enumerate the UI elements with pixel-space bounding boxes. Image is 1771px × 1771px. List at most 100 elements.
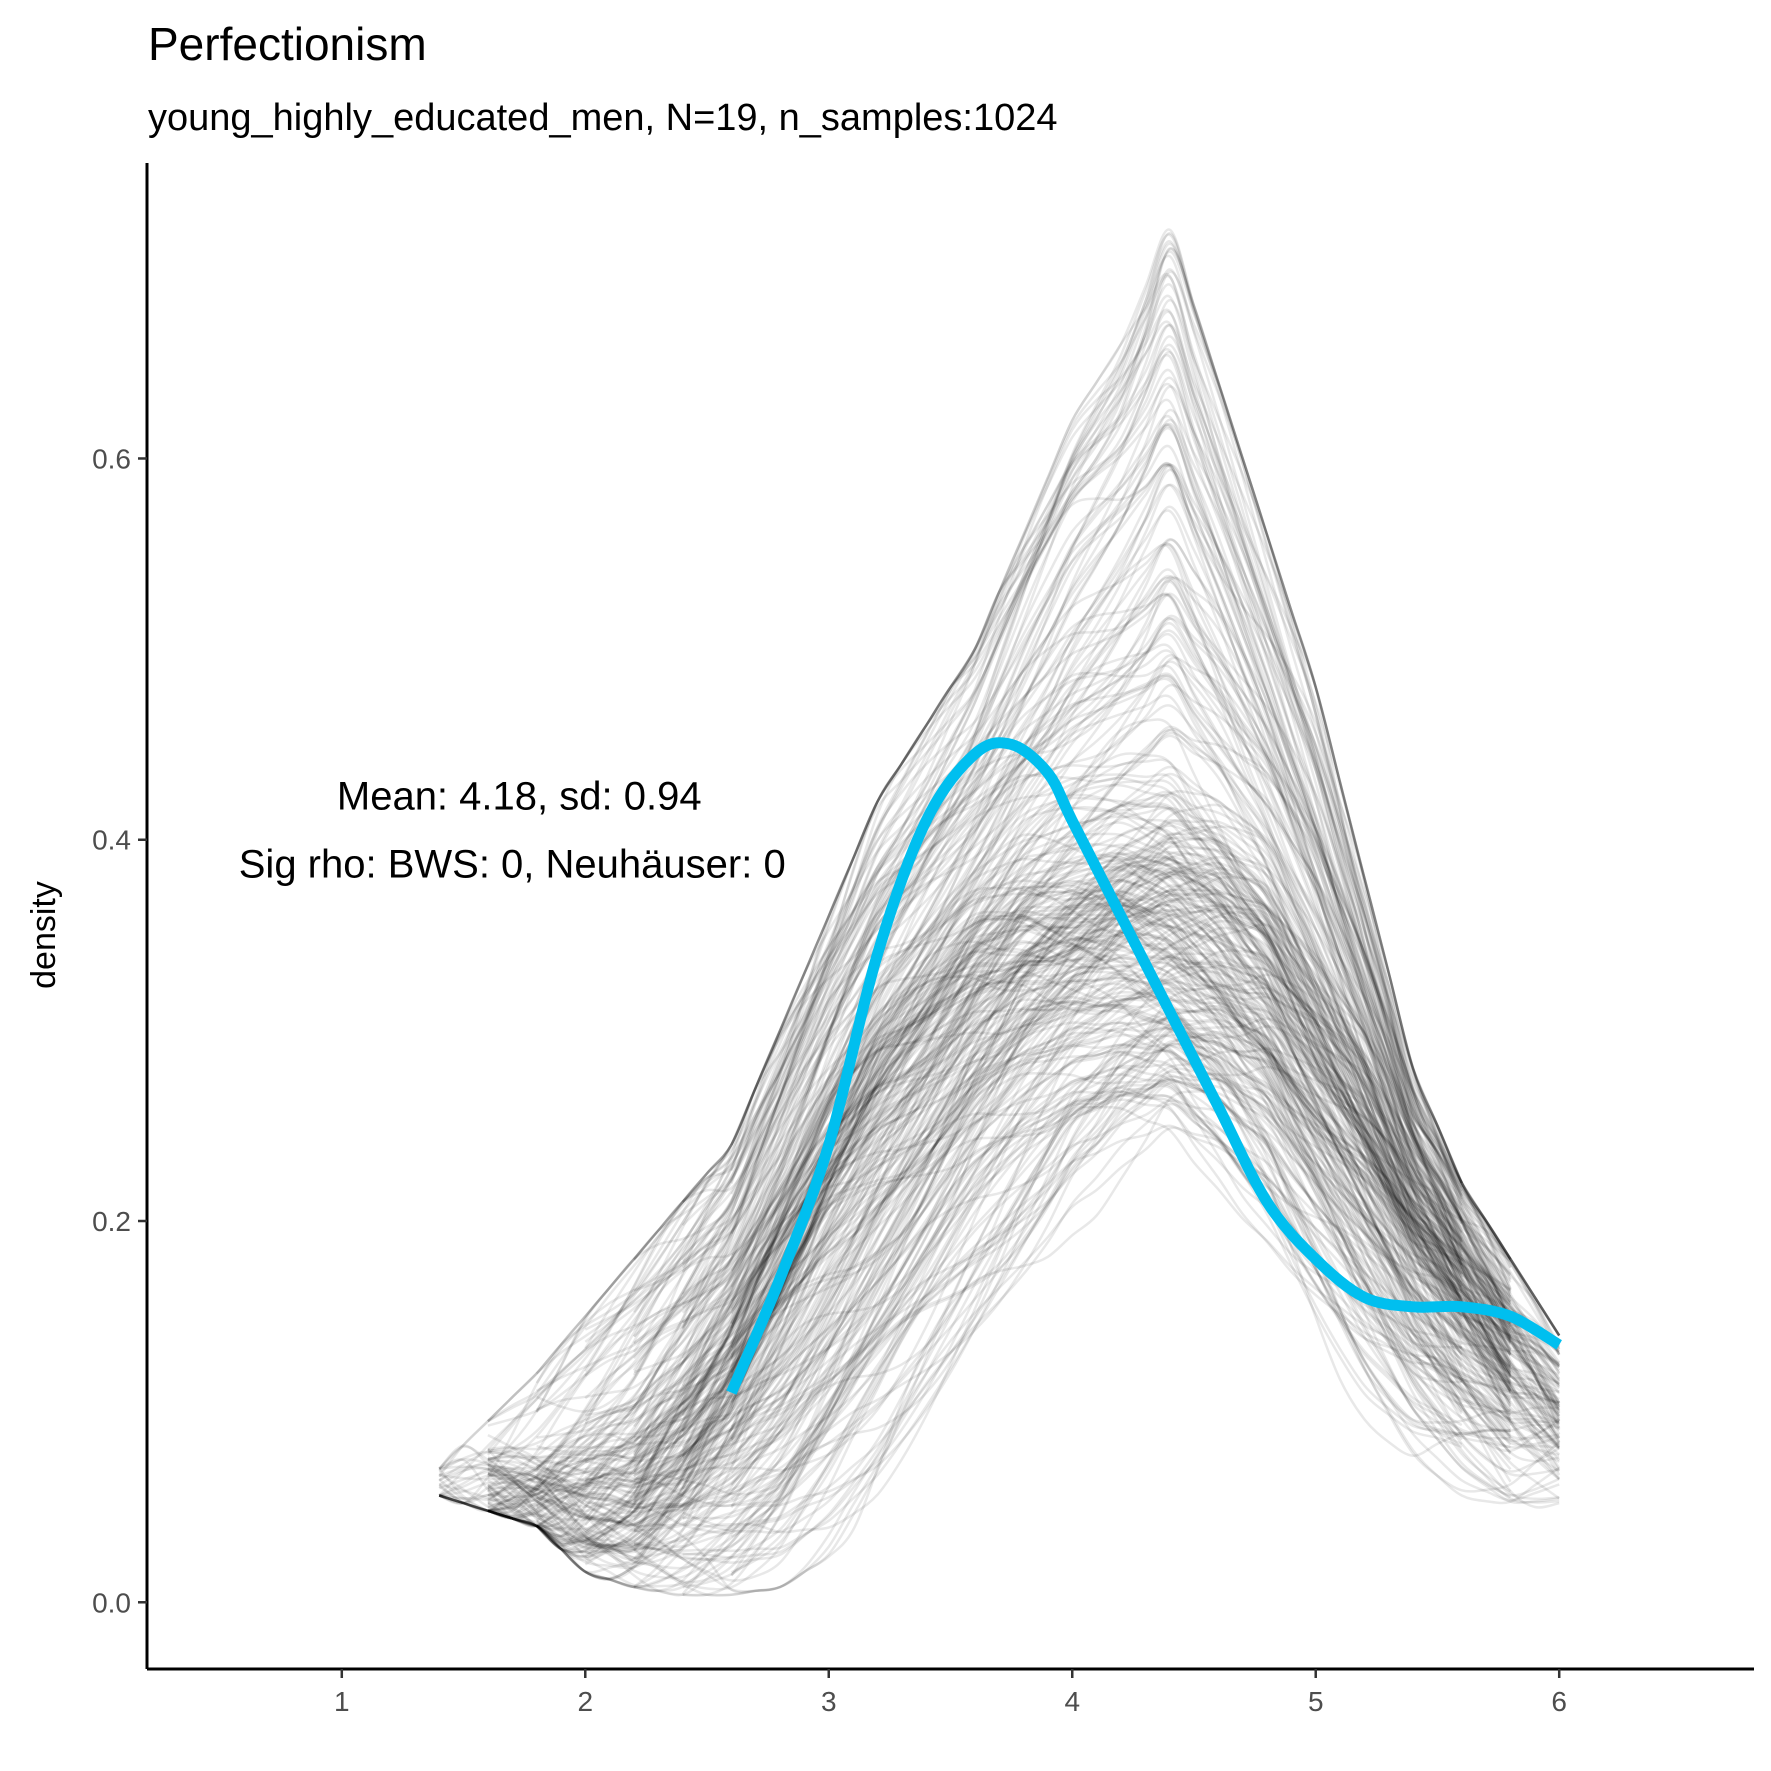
chart-title: Perfectionism (148, 18, 427, 70)
sample-density-curve (584, 576, 1561, 1400)
sample-density-curve (730, 990, 1561, 1443)
sample-density-curve (487, 999, 1463, 1528)
sample-density-curve (487, 240, 1561, 1423)
sample-density-curve (535, 928, 1512, 1547)
sample-density-curve (487, 1050, 1463, 1574)
sample-density-curve (633, 1049, 1560, 1496)
sample-density-curve (487, 1030, 1511, 1535)
sample-density-curve (730, 897, 1512, 1409)
sample-density-curve (487, 1042, 1560, 1544)
sample-density-curve (585, 956, 1561, 1486)
sample-density-curve (584, 617, 1561, 1422)
sample-density-curve (487, 694, 1561, 1498)
sample-density-curve (681, 908, 1512, 1433)
sample-density-curve (730, 884, 1463, 1346)
sample-density-curve (438, 294, 1561, 1470)
sample-density-curve (487, 970, 1560, 1561)
chart-subtitle: young_highly_educated_men, N=19, n_sampl… (148, 97, 1058, 139)
sample-density-curve (730, 964, 1512, 1474)
sample-density-curve (536, 593, 1512, 1454)
sample-density-curve (681, 976, 1512, 1490)
sample-density-curve (438, 444, 1561, 1497)
sample-density-curve (730, 805, 1560, 1423)
sample-density-curve (535, 863, 1561, 1545)
sample-density-curve (682, 987, 1462, 1528)
sample-density-curve (535, 461, 1561, 1392)
x-tick-label: 3 (821, 1686, 837, 1717)
sample-density-curve (487, 905, 1512, 1512)
y-tick-label: 0.6 (92, 443, 131, 474)
sample-density-curve (681, 537, 1561, 1422)
sample-density-curve (632, 614, 1561, 1439)
sample-density-curve (535, 825, 1561, 1471)
sample-density-curve (730, 1021, 1560, 1509)
sample-density-curve (438, 728, 1463, 1541)
sample-density-curve (681, 672, 1463, 1309)
sample-density-curve (535, 483, 1512, 1469)
observed-density-line (726, 737, 1563, 1395)
sample-density-curve (487, 793, 1463, 1488)
sample-density-curve (730, 867, 1561, 1395)
sample-density-curve (438, 1073, 1512, 1588)
x-tick-label: 5 (1308, 1686, 1324, 1717)
sample-density-curve (438, 1016, 1560, 1552)
sample-density-curve (487, 1044, 1512, 1554)
sample-density-curve (487, 901, 1512, 1484)
sample-density-curve (584, 1124, 1560, 1589)
sample-density-curve (730, 643, 1463, 1257)
annotation-sig-rho: Sig rho: BWS: 0, Neuhäuser: 0 (239, 842, 786, 886)
sample-density-curve (681, 543, 1512, 1329)
sample-density-curve (632, 580, 1512, 1351)
sample-density-curve (487, 773, 1561, 1502)
sample-density-curve (487, 1080, 1560, 1593)
sample-density-curve (633, 878, 1561, 1456)
sample-density-curve (487, 832, 1561, 1461)
sample-density-curve (535, 897, 1463, 1558)
sample-density-curve (632, 468, 1512, 1372)
sample-density-curve (633, 538, 1463, 1338)
sample-density-curve (632, 423, 1512, 1338)
sample-density-curve (438, 868, 1561, 1519)
sample-density-curve (438, 863, 1512, 1527)
sample-density-curve (487, 842, 1512, 1532)
sample-density-curve (633, 621, 1512, 1428)
sample-density-curve (730, 841, 1512, 1403)
sample-density-curve (487, 592, 1463, 1520)
sample-density-curve (487, 704, 1512, 1461)
sample-density-curve (730, 982, 1512, 1428)
sample-density-curve (730, 865, 1512, 1387)
sample-density-curve (487, 919, 1512, 1554)
sample-density-curve (681, 283, 1512, 1263)
sample-density-curve (536, 509, 1463, 1411)
sample-density-curve (730, 1023, 1511, 1577)
sample-density-curve (487, 888, 1512, 1543)
sample-density-curve (681, 845, 1512, 1432)
sample-density-curve (730, 879, 1560, 1463)
sample-density-curve (632, 792, 1560, 1456)
y-tick-label: 0.4 (92, 825, 131, 856)
sample-density-curve (730, 674, 1512, 1305)
sample-density-curve (681, 483, 1560, 1348)
sample-density-curve (730, 758, 1561, 1355)
sample-density-curve (633, 385, 1512, 1360)
sample-density-curve (681, 674, 1512, 1341)
sample-density-curve (438, 836, 1463, 1548)
sample-density-curve (438, 889, 1561, 1520)
sample-density-curve (681, 541, 1463, 1273)
sample-density-curve (633, 930, 1512, 1543)
sample-density-curve (439, 463, 1463, 1481)
sample-density-curve (487, 997, 1512, 1548)
sample-density-curve (487, 1043, 1463, 1570)
sample-density-curve (439, 1084, 1560, 1559)
sample-density-curve (730, 821, 1512, 1363)
sample-density-curve (438, 856, 1512, 1508)
sample-density-curve (584, 654, 1512, 1464)
x-tick-label: 6 (1551, 1686, 1567, 1717)
sample-density-curve (438, 867, 1463, 1528)
sample-density-curve (632, 821, 1561, 1503)
sample-density-curve (633, 324, 1561, 1367)
sample-density-curve (535, 247, 1512, 1375)
sample-density-curve (438, 873, 1512, 1513)
sample-density-curve (681, 368, 1512, 1280)
sample-density-curve (487, 576, 1512, 1520)
